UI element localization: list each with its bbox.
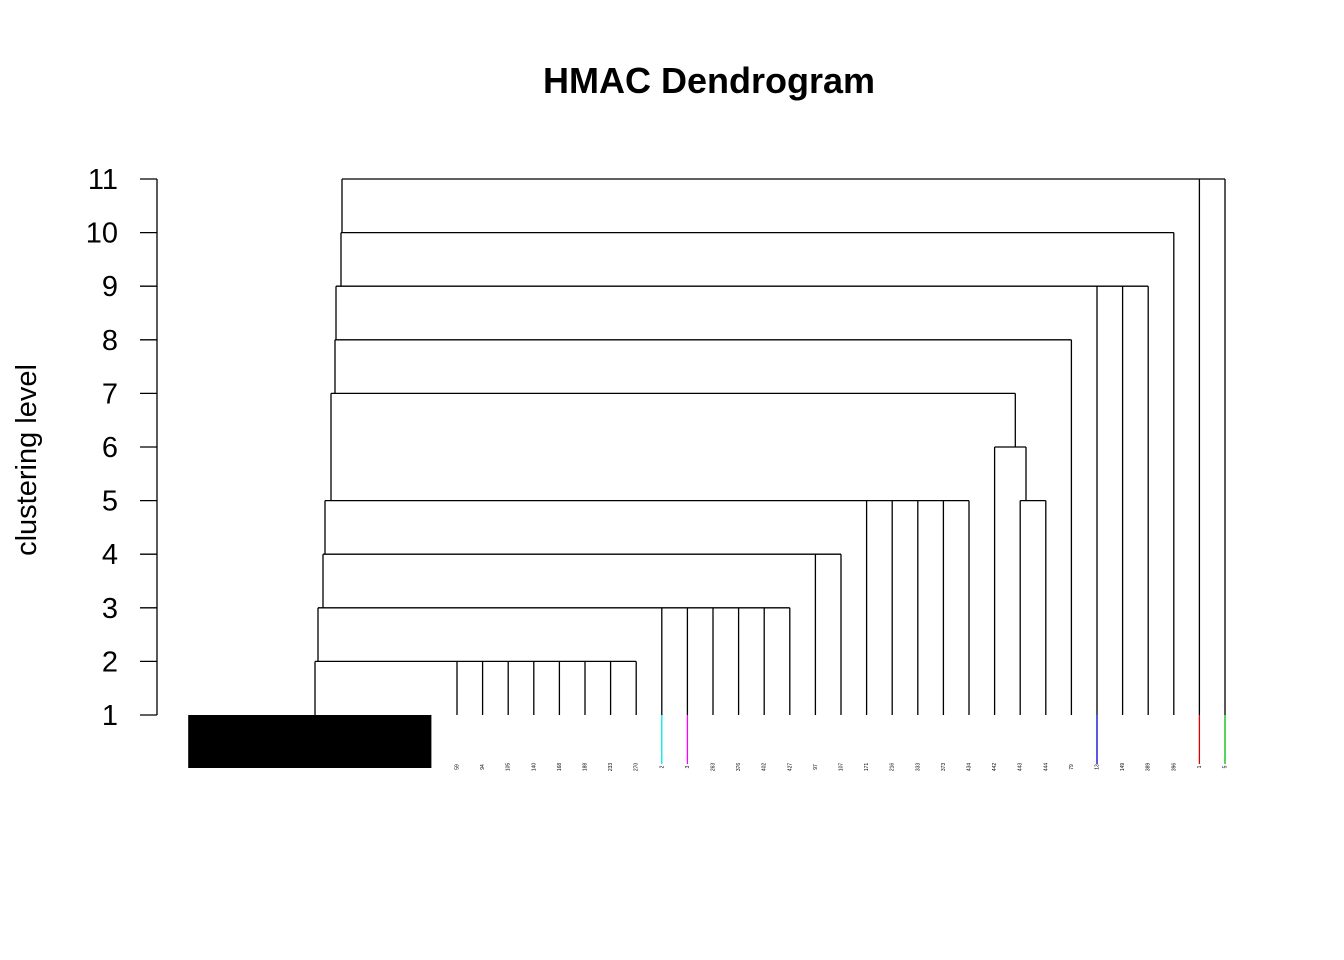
leaf-label: 149 [1120,763,1126,772]
leaf-label: 13 [1095,764,1101,770]
leaf-label: 373 [941,763,947,772]
leaf-label: 444 [1043,763,1049,772]
dense-leaf-block [188,715,432,768]
leaf-label: 263 [711,763,717,772]
y-tick-label: 2 [102,646,118,678]
leaf-label: 427 [787,763,793,772]
leaf-label: 333 [915,763,921,772]
leaf-label: 376 [736,763,742,772]
leaf-stems [661,715,1226,764]
leaf-label: 2 [659,765,665,768]
leaf-labels: 59 94 105 140 168 188 233 270 2 3 263 376 402 427 97 10… [455,763,1229,772]
y-tick-label: 7 [102,378,118,410]
y-tick-label: 1 [102,700,118,732]
leaf-label: 443 [1018,763,1024,772]
y-axis-label: clustering level [11,364,43,556]
leaf-label: 270 [634,763,640,772]
leaf-label: 188 [583,763,589,772]
leaf-label: 94 [480,764,486,770]
y-tick-label: 10 [86,218,118,250]
y-axis: 1 2 3 4 5 6 7 8 9 10 11 [86,164,158,732]
leaf-label: 442 [992,763,998,772]
y-tick-label: 9 [102,271,118,303]
y-tick-label: 8 [102,325,118,357]
leaf-label: 402 [762,763,768,772]
y-tick-label: 5 [102,486,118,518]
leaf-label: 1 [1197,765,1203,768]
leaf-label: 140 [531,763,537,772]
y-tick-label: 3 [102,593,118,625]
leaf-label: 105 [506,763,512,772]
leaf-label: 233 [608,763,614,772]
leaf-label: 389 [1146,763,1152,772]
leaf-label: 59 [455,764,461,770]
leaf-label: 97 [813,764,819,770]
leaf-label: 79 [1069,764,1075,770]
leaf-label: 396 [1171,763,1177,772]
leaf-label: 171 [864,763,870,772]
y-tick-label: 11 [88,164,118,196]
chart-title: HMAC Dendrogram [543,60,875,101]
leaf-label: 434 [967,763,973,772]
y-tick-label: 4 [102,539,118,571]
leaf-label: 168 [557,763,563,772]
leaf-label: 107 [839,763,845,772]
leaf-label: 5 [1223,765,1229,768]
y-tick-label: 6 [102,432,118,464]
dendrogram-tree [188,178,1226,768]
leaf-label: 216 [890,763,896,772]
leaf-label: 3 [685,765,691,768]
